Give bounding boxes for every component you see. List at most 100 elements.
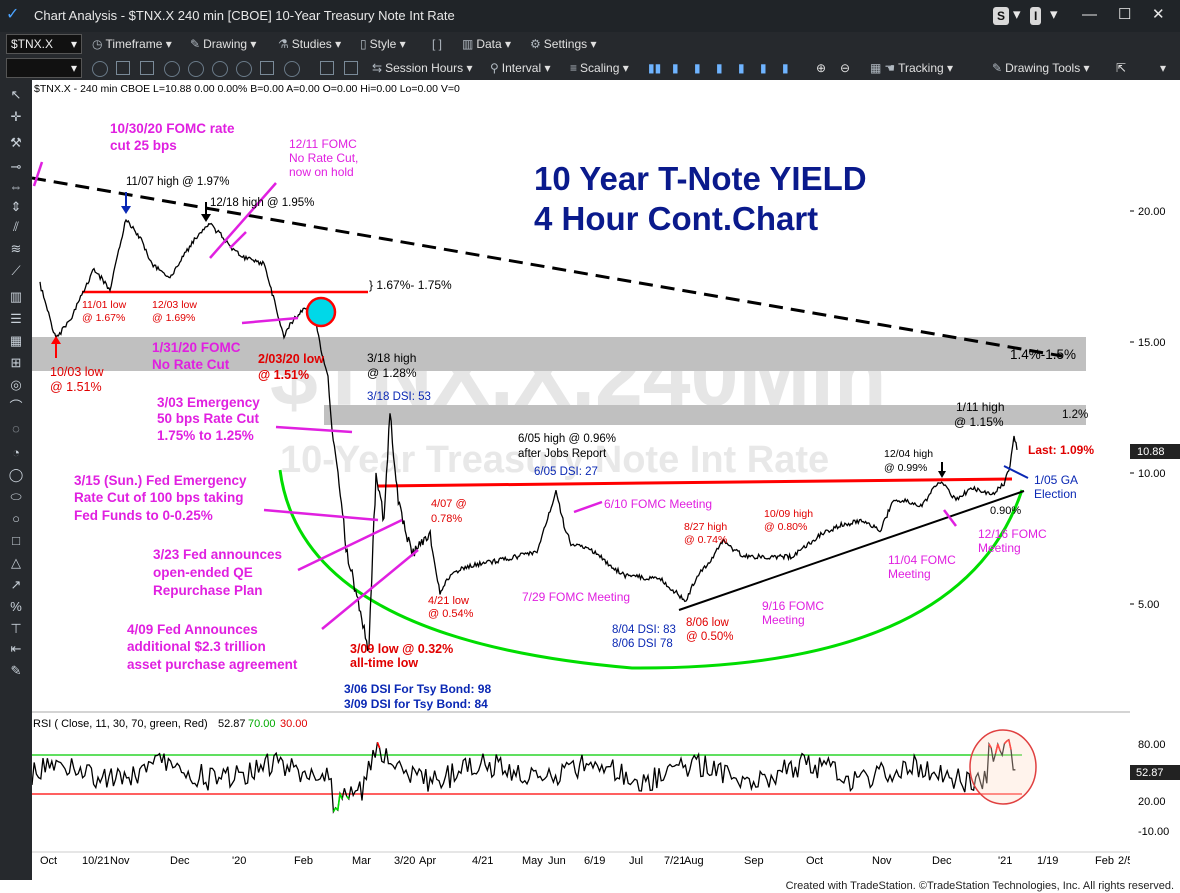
bar-icon[interactable]: ⊸ (10, 159, 22, 174)
chevron-down-icon[interactable]: ▾ (1160, 61, 1167, 75)
symbol-input[interactable]: $TNX.X ▾ (6, 34, 82, 54)
circle-icon[interactable]: ◯ (8, 467, 24, 482)
secondary-toolbar: ▾ ⇆ Session Hours ▾ ⚲ Interval ▾ ≡ Scaling … (0, 56, 1180, 80)
pf-button[interactable]: ▮ (760, 61, 767, 75)
text-icon[interactable]: ⊤ (10, 621, 22, 636)
tool-icon[interactable] (344, 61, 358, 75)
drawing-tools-menu[interactable]: ✎ Drawing Tools ▾ (992, 61, 1090, 75)
price-line (39, 218, 1018, 652)
data-menu[interactable]: ▥ Data ▾ (462, 37, 512, 51)
rsi-extreme-segment (1008, 739, 1012, 750)
tool-icon[interactable] (92, 61, 108, 77)
session-hours-menu[interactable]: ⇆ Session Hours ▾ (372, 61, 473, 75)
line-chart-button[interactable]: ▮ (694, 61, 701, 75)
pen-icon[interactable]: ✎ (10, 663, 22, 678)
ray-icon[interactable]: ⟋ (11, 263, 21, 278)
label-fomc-0131: 1/31/20 FOMC (152, 340, 241, 355)
circle-target-icon[interactable]: ◎ (10, 377, 22, 392)
bars-icon[interactable]: ▥ (9, 289, 23, 304)
tool-icon[interactable] (164, 61, 180, 77)
tool-icon[interactable] (140, 61, 154, 75)
label-low-1203: 12/03 low (152, 299, 197, 311)
account-select[interactable]: ▾ (6, 58, 82, 78)
tool-icon[interactable] (260, 61, 274, 75)
label-low-0421-b: @ 0.54% (428, 608, 474, 620)
label-pt-090: 0.90% (990, 505, 1021, 517)
label-low-0806: 8/06 low (686, 617, 730, 629)
symbol-value: $TNX.X (11, 37, 54, 51)
percent-icon[interactable]: % (10, 599, 22, 614)
circle-icon[interactable]: ○ (12, 511, 20, 526)
rsi-extreme-segment (1003, 740, 1008, 745)
collapse-icon[interactable]: ⇤ (10, 641, 22, 656)
ellipse-icon[interactable]: ⬭ (10, 489, 22, 504)
close-icon[interactable]: ✕ (1152, 6, 1165, 23)
square-icon[interactable]: □ (12, 533, 20, 548)
link-s-button[interactable]: S (993, 7, 1010, 25)
timeframe-menu[interactable]: ◷ Timeframe ▾ (92, 37, 172, 51)
levels-icon[interactable]: ☰ (10, 311, 22, 326)
label-fed-0409: 4/09 Fed Announces (127, 622, 258, 637)
y-axis: 20.00 15.00 10.00 5.00 80.00 20.00 -10.00 (1130, 206, 1169, 838)
triangle-icon[interactable]: △ (11, 555, 21, 570)
label-fomc-1030-b: cut 25 bps (110, 138, 177, 153)
maximize-icon[interactable]: ☐ (1118, 6, 1132, 23)
rsi-extreme-segment (994, 744, 999, 754)
minimize-icon[interactable]: — (1082, 6, 1097, 23)
pointer-icon[interactable]: ↖ (10, 87, 22, 102)
tool-icon[interactable] (236, 61, 252, 77)
label-low-0421: 4/21 low (428, 595, 469, 607)
uptrend-line (678, 490, 1025, 611)
tool-icon[interactable] (116, 61, 130, 75)
ohlc-button[interactable]: ▮ (716, 61, 723, 75)
kagi-button[interactable]: ▮ (782, 61, 789, 75)
brackets-button[interactable]: [ ] (432, 36, 445, 52)
chevron-down-icon[interactable]: ▾ (1050, 6, 1058, 23)
price-axis[interactable]: 20.00 15.00 10.00 5.00 80.00 20.00 -10.00 10.8… (1130, 80, 1180, 880)
chevron-down-icon[interactable]: ▾ (1013, 6, 1021, 23)
chart-title: 10 Year T-Note YIELD (534, 160, 867, 197)
bar-chart-button[interactable]: ▮▮ (648, 61, 662, 75)
breakdown-marker (305, 296, 337, 328)
tracking-menu[interactable]: ▦ ☚ Tracking ▾ (870, 61, 954, 75)
tool-icon[interactable] (320, 61, 334, 75)
wrench-icon[interactable]: ⚒ (10, 135, 22, 150)
label-fed-0409-b: additional $2.3 trillion (127, 639, 266, 654)
horizontal-icon[interactable]: ⇔ (9, 179, 23, 194)
settings-menu[interactable]: ⚙ Settings ▾ (530, 37, 597, 51)
interval-menu[interactable]: ⚲ Interval ▾ (490, 61, 551, 75)
label-fomc-1104-b: Meeting (888, 567, 931, 581)
drawing-menu[interactable]: ✎ Drawing ▾ (190, 37, 257, 51)
candle-button[interactable]: ▮ (672, 61, 679, 75)
studies-menu[interactable]: ⚗ Studies ▾ (278, 37, 342, 51)
arrow-icon[interactable]: ↗ (10, 577, 22, 592)
zoom-in-icon[interactable]: ⊕ (816, 61, 827, 75)
gann-icon[interactable]: ⊞ (10, 355, 22, 370)
crosshair-icon[interactable]: ✛ (10, 109, 22, 124)
fib-icon[interactable]: ≋ (10, 241, 22, 256)
link-i-button[interactable]: I (1030, 7, 1042, 25)
session-hours-label: Session Hours (385, 61, 464, 75)
tool-icon[interactable] (212, 61, 228, 77)
vertical-icon[interactable]: ⇕ (10, 199, 22, 214)
channel-icon[interactable]: ⫽ (13, 219, 19, 234)
spiral-icon[interactable]: ◌ (12, 421, 20, 436)
export-icon[interactable]: ⇱ (1116, 61, 1127, 75)
x-tick-label: 7/21 (664, 855, 685, 867)
grid-icon[interactable]: ▦ (9, 333, 23, 348)
x-tick-label: Aug (684, 855, 704, 867)
zoom-out-icon[interactable]: ⊖ (840, 61, 851, 75)
tool-icon[interactable] (284, 61, 300, 77)
x-axis: Oct 10/21 Nov Dec '20 Feb Mar 3/20 Apr 4/21 May Jun… (40, 855, 1130, 867)
pie-icon[interactable]: ◔ (12, 445, 20, 460)
label-fed-0409-c: asset purchase agreement (127, 657, 298, 672)
area-button[interactable]: ▮ (738, 61, 745, 75)
style-menu[interactable]: ▯ Style ▾ (360, 37, 406, 51)
label-fomc-0916: 9/16 FOMC (762, 599, 824, 613)
arc-icon[interactable]: ⌒ (9, 399, 23, 414)
rsi-last-value: 52.87 (1136, 767, 1164, 779)
scaling-menu[interactable]: ≡ Scaling ▾ (570, 61, 629, 75)
label-low-0203: 2/03/20 low (258, 352, 324, 366)
tool-icon[interactable] (188, 61, 204, 77)
chart-plot-area[interactable]: $TNX.X - 240 min CBOE L=10.88 0.00 0.00%… (32, 80, 1130, 880)
